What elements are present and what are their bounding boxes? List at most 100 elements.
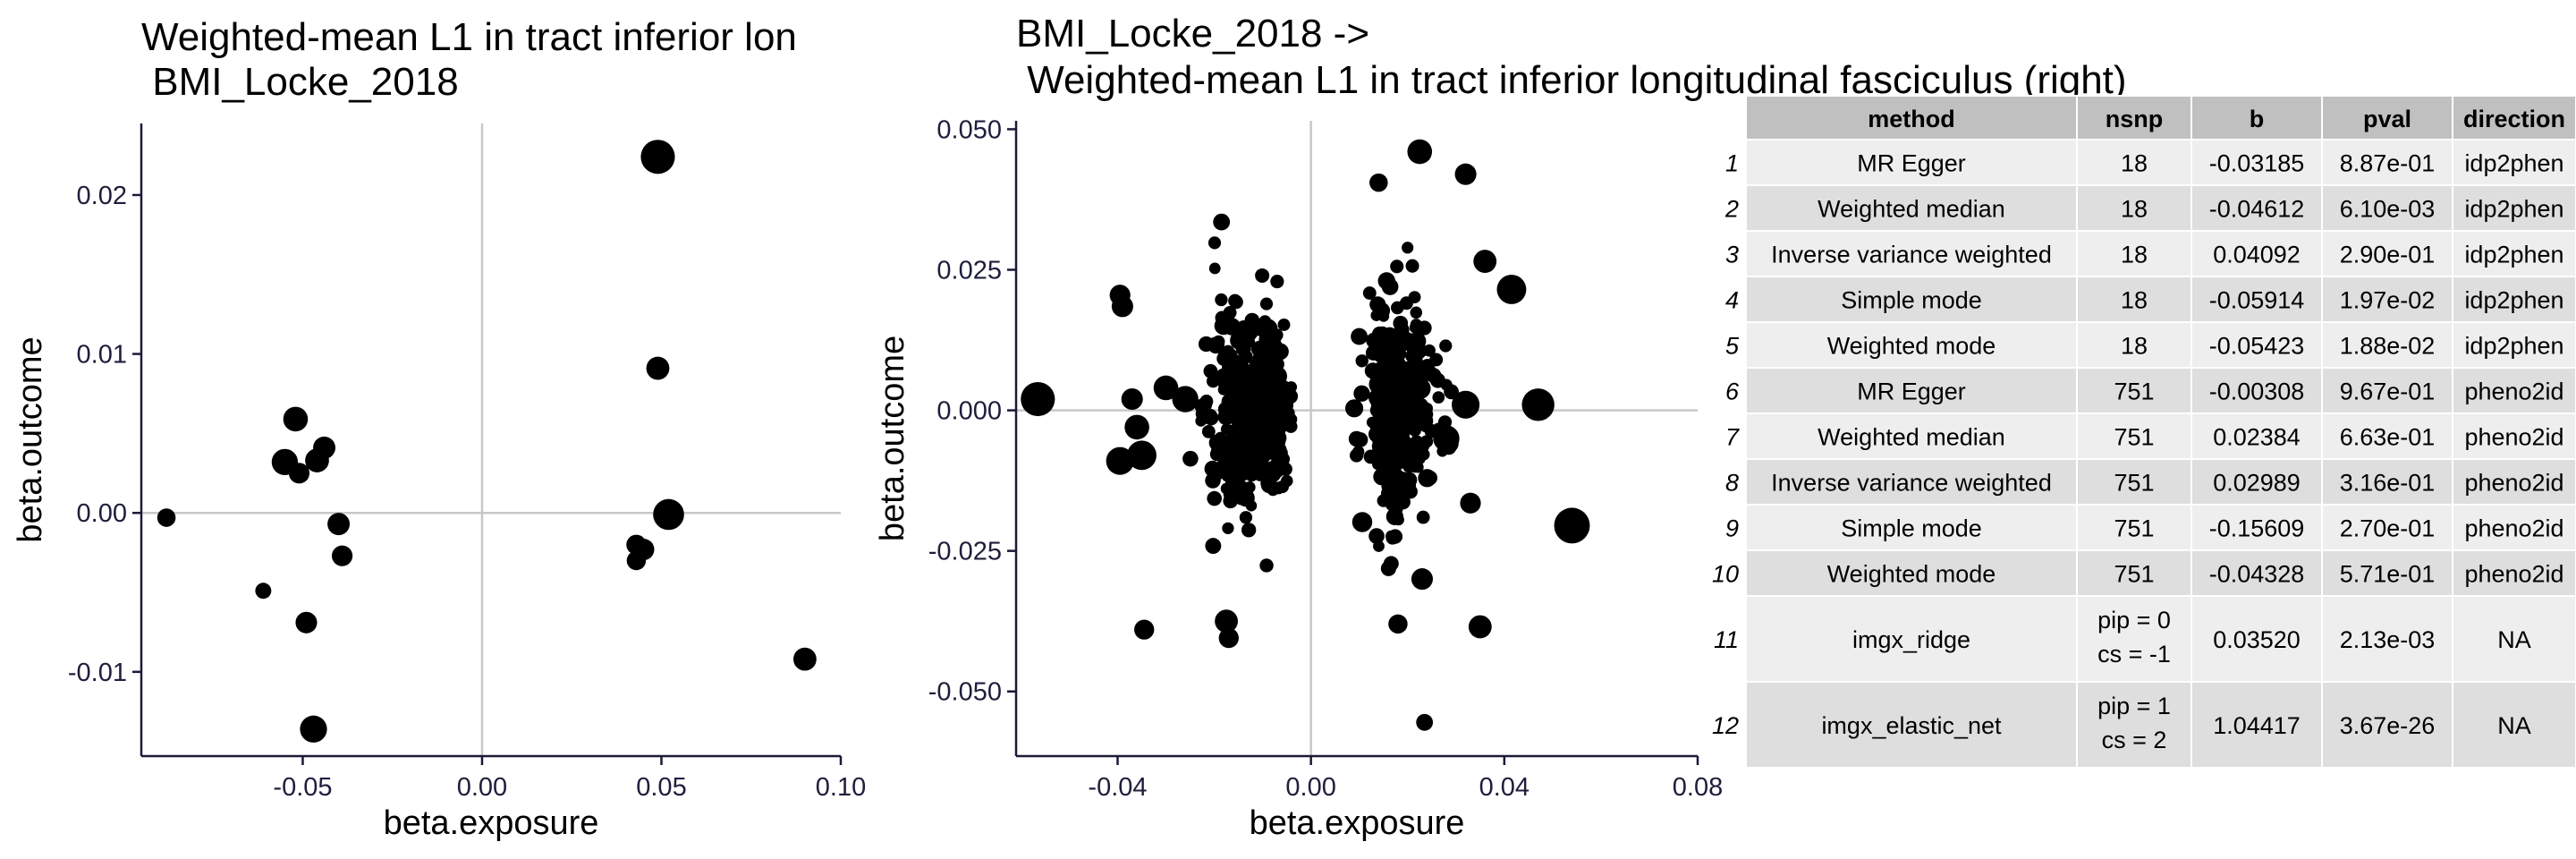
data-point <box>313 436 336 459</box>
data-point <box>1221 393 1238 410</box>
table-cell-text: -0.03185 <box>2209 150 2305 177</box>
table-cell <box>2076 230 2192 277</box>
data-point <box>1416 510 1430 524</box>
data-point <box>1259 558 1274 573</box>
table-cell-text: 3.16e-01 <box>2340 470 2436 497</box>
table-cell <box>1745 276 2078 323</box>
table-row-index: 7 <box>1725 424 1740 451</box>
data-point <box>1231 467 1246 483</box>
data-point <box>1217 383 1230 395</box>
data-point <box>288 463 310 484</box>
table-cell-text: 18 <box>2121 242 2148 268</box>
data-point <box>1395 487 1411 502</box>
table-cell <box>2190 595 2323 683</box>
table-cell <box>1745 321 2078 369</box>
data-point <box>1521 388 1555 421</box>
x-tick-label: 0.04 <box>1479 773 1530 802</box>
table-cell <box>1745 139 2078 186</box>
table-cell <box>2190 139 2323 186</box>
table-row-index: 1 <box>1725 150 1739 177</box>
table-row-index: 9 <box>1725 515 1739 542</box>
table-row-index: 2 <box>1724 196 1739 223</box>
table-cell <box>2321 681 2453 769</box>
data-point <box>1224 432 1241 451</box>
data-point <box>1260 477 1273 489</box>
table-cell <box>2452 367 2576 414</box>
table-cell <box>2452 276 2576 323</box>
data-point <box>1207 490 1222 506</box>
y-tick-label: -0.01 <box>68 659 127 687</box>
table-cell <box>2452 549 2576 597</box>
data-point <box>1255 455 1268 469</box>
data-point <box>1368 528 1385 544</box>
data-point <box>1214 316 1233 336</box>
y-axis-title: beta.outcome <box>12 336 49 542</box>
data-point <box>1250 445 1264 458</box>
data-point <box>1269 464 1284 479</box>
data-point <box>1399 296 1413 310</box>
data-point <box>1371 433 1384 446</box>
table-cell-text: -0.04328 <box>2209 561 2305 588</box>
data-point <box>1393 514 1404 526</box>
table-cell <box>1745 681 2078 769</box>
data-point <box>1345 399 1364 418</box>
table-cell-text: 751 <box>2114 378 2154 405</box>
x-tick-label: -0.04 <box>1088 773 1147 802</box>
scatter-panel-left: -0.05 0.00 0.05 0.10 -0.01 0.00 0.01 0.02 beta.e… <box>12 15 866 842</box>
table-cell <box>2452 595 2576 683</box>
table-cell-text: pheno2id <box>2464 470 2563 497</box>
data-point <box>1390 449 1403 463</box>
data-point <box>1388 614 1408 634</box>
table-cell-text: pheno2id <box>2464 561 2563 588</box>
data-point <box>1153 375 1179 401</box>
data-point <box>1172 386 1199 412</box>
table-cell-text: cs = 2 <box>2102 727 2167 753</box>
table-cell-text: 18 <box>2121 196 2148 223</box>
data-point <box>1218 627 1239 649</box>
table-cell-text: Weighted mode <box>1827 561 1996 588</box>
table-row-index: 6 <box>1725 378 1740 405</box>
data-point <box>1241 523 1257 538</box>
table-cell <box>2321 458 2453 506</box>
data-point <box>1106 447 1134 475</box>
table-cell-text: 9.67e-01 <box>2340 378 2436 405</box>
x-tick-label: -0.05 <box>273 773 332 802</box>
table-cell-text: 3.67e-26 <box>2340 712 2436 739</box>
table-cell-text: cs = -1 <box>2097 641 2171 668</box>
data-point <box>1222 522 1234 534</box>
data-point <box>1399 393 1411 404</box>
table-cell <box>2321 412 2453 460</box>
data-point <box>1209 447 1224 462</box>
table-header-label: method <box>1868 106 1955 132</box>
table-cell-text: 5.71e-01 <box>2340 561 2436 588</box>
data-point <box>1229 294 1243 310</box>
data-point <box>255 583 272 600</box>
table-row-index: 4 <box>1725 287 1739 314</box>
x-tick-label: 0.00 <box>1285 773 1335 802</box>
data-point <box>1263 379 1279 395</box>
table-cell-text: 0.04092 <box>2213 242 2301 268</box>
y-tick-label: 0.00 <box>77 499 127 528</box>
table-cell <box>2321 321 2453 369</box>
data-point <box>1198 336 1215 353</box>
results-table: method nsnp b pval direction 1 MR Egger 18 -0.03… <box>1712 95 2576 769</box>
table-cell-text: 751 <box>2114 424 2154 451</box>
data-point <box>1439 339 1453 353</box>
data-point <box>1407 139 1433 165</box>
table-cell <box>1745 184 2078 232</box>
data-point <box>1124 414 1149 440</box>
data-point <box>1197 396 1213 412</box>
data-point <box>1352 432 1368 447</box>
data-point <box>1376 331 1391 346</box>
table-cell-text: Weighted median <box>1818 196 2005 223</box>
table-cell-text: 2.70e-01 <box>2340 515 2436 542</box>
table-cell <box>2452 681 2576 769</box>
data-point <box>1270 328 1284 342</box>
table-cell <box>1745 412 2078 460</box>
table-header-cell <box>2190 95 2323 140</box>
table-cell <box>2321 595 2453 683</box>
table-cell <box>2452 458 2576 506</box>
data-point <box>1369 173 1388 192</box>
table-cell-text: 1.97e-02 <box>2340 287 2436 314</box>
